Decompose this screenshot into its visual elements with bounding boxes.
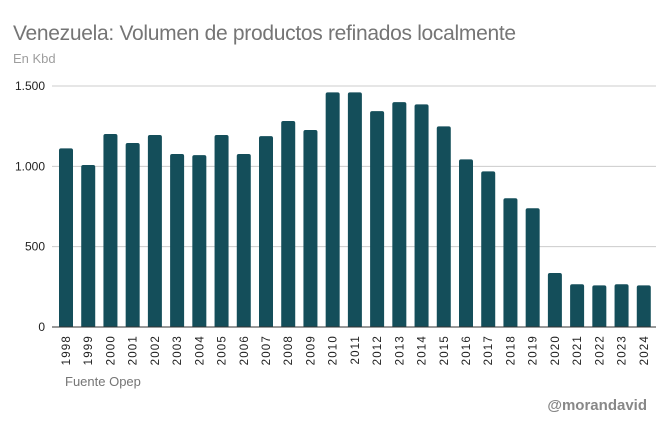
x-tick-label: 2021 bbox=[572, 335, 584, 365]
x-tick-label: 1999 bbox=[83, 335, 95, 365]
bar-2006 bbox=[236, 153, 251, 327]
bar-2019 bbox=[525, 208, 540, 327]
x-tick-label: 2006 bbox=[239, 335, 251, 365]
bar-2012 bbox=[370, 111, 385, 328]
bar-1998 bbox=[59, 148, 73, 327]
x-tick-label: 2009 bbox=[305, 335, 317, 365]
bar-2021 bbox=[570, 284, 585, 327]
bar-2014 bbox=[414, 104, 429, 327]
y-tick-label: 500 bbox=[25, 240, 45, 254]
bar-2024 bbox=[636, 285, 651, 327]
x-tick-label: 2012 bbox=[372, 335, 384, 365]
x-tick-label: 2001 bbox=[128, 335, 140, 365]
bar-2016 bbox=[459, 159, 473, 327]
x-tick-label: 2003 bbox=[172, 335, 184, 365]
y-tick-label: 0 bbox=[38, 320, 45, 334]
x-tick-label: 2007 bbox=[261, 335, 273, 365]
x-tick-label: 1998 bbox=[61, 335, 73, 365]
bar-2009 bbox=[303, 130, 318, 327]
bar-2011 bbox=[347, 92, 362, 327]
bar-2015 bbox=[436, 126, 451, 327]
bar-2017 bbox=[481, 171, 496, 327]
chart-title: Venezuela: Volumen de productos refinado… bbox=[13, 22, 516, 45]
bars bbox=[59, 92, 651, 328]
bar-2018 bbox=[503, 198, 518, 327]
x-tick-label: 2019 bbox=[528, 335, 540, 365]
author-credit: @morandavid bbox=[547, 397, 647, 414]
x-tick-label: 2011 bbox=[350, 335, 362, 365]
bar-2000 bbox=[103, 134, 118, 327]
bar-2010 bbox=[325, 92, 340, 327]
x-tick-label: 2004 bbox=[194, 335, 206, 365]
x-tick-label: 2023 bbox=[617, 335, 629, 365]
bar-2023 bbox=[614, 284, 629, 327]
bar-2008 bbox=[281, 121, 296, 327]
x-tick-label: 2018 bbox=[505, 335, 517, 365]
source-note: Fuente Opep bbox=[65, 374, 141, 389]
y-tick-label: 1.000 bbox=[15, 159, 45, 173]
y-tick-label: 1.500 bbox=[15, 79, 45, 93]
x-tick-label: 2013 bbox=[394, 335, 406, 365]
x-tick-label: 2022 bbox=[594, 335, 606, 365]
bar-2022 bbox=[592, 285, 607, 327]
x-tick-label: 2016 bbox=[461, 335, 473, 365]
chart-subtitle: En Kbd bbox=[13, 51, 56, 66]
bar-2007 bbox=[259, 136, 273, 327]
bar-2013 bbox=[392, 102, 407, 327]
bar-2001 bbox=[125, 143, 140, 327]
x-tick-label: 2005 bbox=[217, 335, 229, 365]
x-tick-label: 2015 bbox=[439, 335, 451, 365]
bar-2004 bbox=[192, 155, 207, 327]
x-axis-ticks: 1998 1999 2000 2001 2002 2003 2004 2005 2006 2007… bbox=[61, 335, 651, 365]
bar-2003 bbox=[170, 153, 185, 327]
bar-2005 bbox=[214, 135, 229, 327]
x-tick-label: 2024 bbox=[639, 335, 651, 365]
x-tick-label: 2017 bbox=[483, 335, 495, 365]
bar-2002 bbox=[147, 135, 162, 327]
x-tick-label: 2020 bbox=[550, 335, 562, 365]
bar-2020 bbox=[547, 273, 562, 327]
x-tick-label: 2002 bbox=[150, 335, 162, 365]
bar-1999 bbox=[81, 165, 96, 327]
y-axis-ticks: 0 500 1.000 1.500 bbox=[15, 79, 45, 334]
x-tick-label: 2000 bbox=[105, 335, 117, 365]
x-tick-label: 2008 bbox=[283, 335, 295, 365]
x-tick-label: 2014 bbox=[417, 335, 429, 365]
x-tick-label: 2010 bbox=[328, 335, 340, 365]
